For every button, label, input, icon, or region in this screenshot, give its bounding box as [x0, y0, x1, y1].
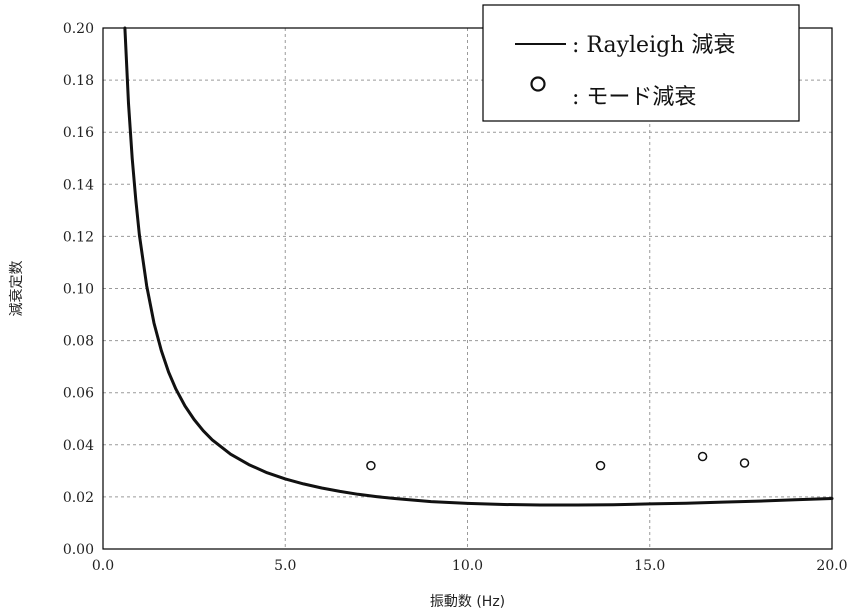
y-tick-label: 0.00	[63, 542, 94, 558]
y-tick-label: 0.04	[63, 438, 94, 454]
y-tick-label: 0.06	[63, 386, 94, 402]
series	[123, 26, 834, 507]
y-tick-label: 0.12	[63, 229, 94, 245]
x-tick-label: 5.0	[274, 558, 296, 574]
legend: : Rayleigh 減衰 : モード減衰	[482, 4, 800, 122]
legend-box	[482, 4, 800, 122]
y-tick-label: 0.18	[63, 73, 94, 89]
x-tick-label: 10.0	[452, 558, 483, 574]
legend-entry-mode: : モード減衰	[572, 85, 696, 110]
x-tick-label: 0.0	[92, 558, 114, 574]
legend-marker-swatch	[530, 76, 546, 92]
y-tick-label: 0.02	[63, 490, 94, 506]
y-tick-label: 0.10	[63, 282, 94, 298]
data-point-mode	[366, 460, 376, 471]
y-tick-label: 0.08	[63, 334, 94, 350]
legend-entry-rayleigh: : Rayleigh 減衰	[572, 33, 735, 58]
series-line-rayleigh	[123, 26, 834, 507]
y-axis-label: 減衰定数	[8, 261, 25, 317]
x-axis-label: 振動数 (Hz)	[430, 594, 505, 610]
y-tick-label: 0.20	[63, 21, 94, 37]
data-point-mode	[739, 458, 750, 468]
y-tick-label: 0.16	[63, 125, 94, 141]
x-tick-label: 15.0	[634, 558, 665, 574]
data-point-mode	[697, 451, 708, 462]
data-point-mode	[595, 460, 606, 471]
plot-frame	[102, 27, 833, 550]
tick-labels: 0.0 5.0 10.0 15.0 20.0 0.00 0.02 0.04 0.06 0.08 0.…	[63, 21, 848, 574]
y-tick-label: 0.14	[63, 177, 94, 193]
x-tick-label: 20.0	[816, 558, 847, 574]
